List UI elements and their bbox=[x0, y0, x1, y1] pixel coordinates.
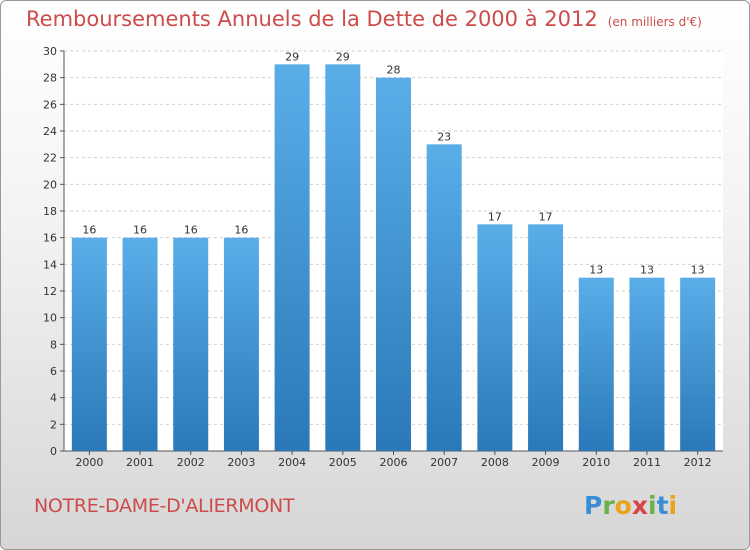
x-tick-label-2002: 2002 bbox=[177, 456, 205, 469]
y-tick-label: 10 bbox=[43, 312, 57, 325]
bar-2007[interactable] bbox=[426, 144, 462, 452]
y-tick-label: 30 bbox=[43, 45, 57, 58]
y-tick-label: 12 bbox=[43, 285, 57, 298]
logo-letter: t bbox=[656, 491, 669, 520]
y-tick-label: 0 bbox=[50, 445, 57, 458]
chart-title-text: Remboursements Annuels de la Dette de 20… bbox=[26, 7, 598, 31]
data-label-2000: 16 bbox=[82, 224, 96, 237]
logo-letter: P bbox=[584, 491, 603, 520]
bar-2004[interactable] bbox=[274, 64, 310, 452]
y-tick-label: 22 bbox=[43, 152, 57, 165]
y-tick-label: 6 bbox=[50, 365, 57, 378]
x-tick-label-2005: 2005 bbox=[329, 456, 357, 469]
data-label-2008: 17 bbox=[488, 210, 502, 223]
logo-letter: o bbox=[614, 491, 632, 520]
bar-2002[interactable] bbox=[173, 237, 209, 451]
y-tick-label: 4 bbox=[50, 392, 57, 405]
data-label-2004: 29 bbox=[285, 50, 299, 63]
x-tick-label-2010: 2010 bbox=[582, 456, 610, 469]
x-tick-label-2012: 2012 bbox=[684, 456, 712, 469]
logo-letter: r bbox=[602, 491, 615, 520]
bar-2012[interactable] bbox=[680, 277, 716, 451]
bar-2006[interactable] bbox=[376, 77, 411, 452]
bar-2000[interactable] bbox=[71, 237, 107, 451]
data-label-2005: 29 bbox=[336, 50, 350, 63]
x-tick-label-2006: 2006 bbox=[380, 456, 408, 469]
bar-2009[interactable] bbox=[528, 224, 564, 451]
x-tick-label-2009: 2009 bbox=[532, 456, 560, 469]
data-label-2010: 13 bbox=[589, 264, 603, 277]
proxiti-logo[interactable]: Proxiti bbox=[584, 491, 677, 520]
y-tick-label: 18 bbox=[43, 205, 57, 218]
y-tick-label: 16 bbox=[43, 232, 57, 245]
data-label-2003: 16 bbox=[234, 224, 248, 237]
logo-letter: i bbox=[668, 491, 678, 520]
logo-letter: i bbox=[648, 491, 657, 520]
x-tick-label-2008: 2008 bbox=[481, 456, 509, 469]
place-name: NOTRE-DAME-D'ALIERMONT bbox=[34, 495, 295, 517]
data-label-2001: 16 bbox=[133, 224, 147, 237]
chart-title: Remboursements Annuels de la Dette de 20… bbox=[26, 7, 702, 31]
y-tick-label: 8 bbox=[50, 338, 57, 351]
bar-2010[interactable] bbox=[578, 277, 614, 451]
bar-2011[interactable] bbox=[629, 277, 665, 451]
data-label-2009: 17 bbox=[539, 210, 553, 223]
y-tick-label: 28 bbox=[43, 72, 57, 85]
y-tick-label: 20 bbox=[43, 178, 57, 191]
bar-2005[interactable] bbox=[325, 64, 361, 452]
x-tick-label-2011: 2011 bbox=[633, 456, 661, 469]
y-tick-label: 2 bbox=[50, 418, 57, 431]
x-tick-label-2003: 2003 bbox=[227, 456, 255, 469]
y-tick-label: 24 bbox=[43, 125, 57, 138]
bar-2008[interactable] bbox=[477, 224, 513, 451]
y-tick-label: 26 bbox=[43, 98, 57, 111]
y-tick-label: 14 bbox=[43, 258, 57, 271]
bar-2001[interactable] bbox=[122, 237, 158, 451]
data-label-2006: 28 bbox=[387, 64, 401, 77]
bar-2003[interactable] bbox=[223, 237, 259, 451]
x-tick-label-2000: 2000 bbox=[75, 456, 103, 469]
x-tick-label-2007: 2007 bbox=[430, 456, 458, 469]
chart-unit: (en milliers d'€) bbox=[607, 15, 702, 29]
x-tick-label-2001: 2001 bbox=[126, 456, 154, 469]
data-label-2012: 13 bbox=[691, 264, 705, 277]
data-label-2011: 13 bbox=[640, 264, 654, 277]
data-label-2002: 16 bbox=[184, 224, 198, 237]
data-label-2007: 23 bbox=[437, 130, 451, 143]
x-tick-label-2004: 2004 bbox=[278, 456, 306, 469]
logo-letter: x bbox=[631, 491, 648, 520]
